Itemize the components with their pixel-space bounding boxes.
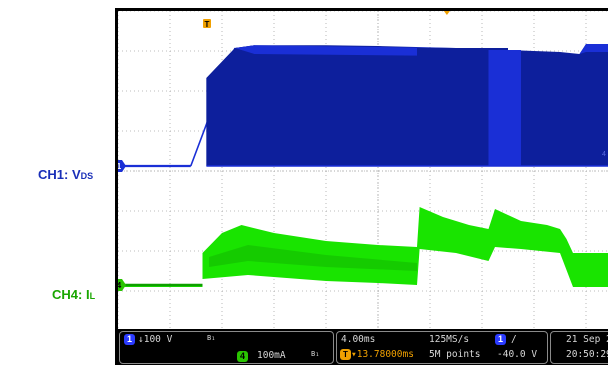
ch1-bright-block — [488, 50, 521, 166]
trigger-source-indicator: 1 — [495, 334, 506, 345]
ch4-envelope — [118, 207, 608, 287]
ch1-scale: ↓100 V — [138, 334, 173, 345]
trigger-marker-icon — [203, 19, 211, 28]
trigger-slope-icon: / — [511, 334, 517, 345]
trigger-marker-label: T — [205, 20, 210, 29]
horizontal-settings-box — [336, 331, 548, 364]
trigger-level: -40.0 V — [497, 349, 538, 360]
ch4-channel-label: CH4: IL — [52, 287, 95, 302]
ch4-label-subscript: L — [89, 291, 96, 301]
ch4-ground-label: 4 — [117, 281, 122, 290]
trigger-position-icon: T — [340, 349, 351, 360]
ch1-right-marker: 4 — [602, 151, 606, 158]
trigger-position-tick — [443, 11, 450, 15]
ch1-label-subscript: DS — [80, 171, 94, 181]
ch4-inner-band — [209, 245, 417, 271]
sample-rate: 125MS/s — [429, 334, 470, 345]
ch4-bandwidth-icon: B₁ — [311, 350, 320, 358]
datetime-box — [550, 331, 608, 364]
ch1-indicator: 1 — [124, 334, 135, 345]
ch1-label-main: CH1: V — [38, 167, 81, 182]
time: 20:50:29 — [566, 349, 608, 360]
trigger-position: ▾13.78000ms — [351, 349, 414, 360]
ch1-right-band — [579, 44, 608, 54]
ch1-bandwidth-icon: B₁ — [207, 334, 216, 342]
status-bar: 1 ↓100 V B₁ 4 100mA B₁ 4.00ms T ▾13.7800… — [115, 329, 608, 365]
date: 21 Sep 2 — [566, 334, 608, 345]
ch4-scale: 100mA — [257, 350, 286, 361]
ch4-indicator: 4 — [237, 351, 248, 362]
waveform-plot: T 1 4 4 — [115, 8, 608, 329]
plot-top-border — [115, 8, 608, 11]
ch1-envelope — [206, 44, 608, 166]
plot-left-border — [115, 8, 118, 329]
ch1-top-band — [235, 45, 456, 56]
ch1-channel-label: CH1: VDS — [38, 167, 93, 182]
record-length: 5M points — [429, 349, 481, 360]
vertical-settings-box — [119, 331, 334, 364]
oscilloscope-screen: T 1 4 4 1 ↓100 V B₁ 4 100mA B₁ 4.00ms T ▾13… — [115, 8, 608, 365]
ch1-envelope-start — [206, 45, 255, 167]
ch4-label-main: CH4: I — [52, 287, 90, 302]
ch1-ground-label: 1 — [117, 162, 122, 171]
timebase: 4.00ms — [341, 334, 376, 345]
